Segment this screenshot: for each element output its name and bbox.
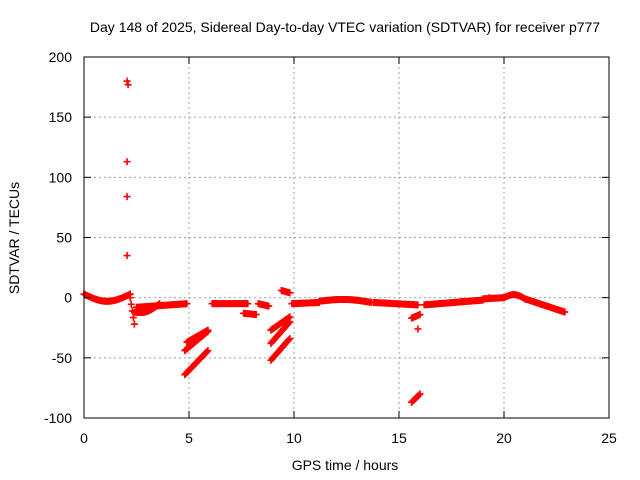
data-point <box>286 289 294 297</box>
x-tick-label: 20 <box>496 430 512 446</box>
y-tick-label: 50 <box>56 230 72 246</box>
y-axis-label: SDTVAR / TECUs <box>6 182 22 294</box>
data-point <box>203 348 211 356</box>
data-point <box>123 158 131 166</box>
data-point <box>123 77 131 85</box>
data-point <box>285 336 293 344</box>
data-point <box>285 319 293 327</box>
grid-layer <box>84 57 609 418</box>
data-point <box>129 314 137 322</box>
data-point <box>244 300 252 308</box>
y-tick-label: -50 <box>52 350 72 366</box>
y-tick-label: -100 <box>44 410 72 426</box>
data-point <box>127 300 135 308</box>
x-tick-label: 15 <box>391 430 407 446</box>
x-tick-label: 10 <box>286 430 302 446</box>
data-point <box>286 335 294 343</box>
chart-title: Day 148 of 2025, Sidereal Day-to-day VTE… <box>90 19 600 35</box>
data-point <box>252 311 260 319</box>
x-axis-label: GPS time / hours <box>292 457 399 473</box>
data-point <box>416 390 424 398</box>
y-tick-label: 150 <box>49 109 73 125</box>
y-tick-label: 0 <box>64 290 72 306</box>
data-point <box>415 391 423 399</box>
data-point <box>414 301 422 309</box>
data-point <box>204 326 212 334</box>
y-tick-label: 200 <box>49 49 73 65</box>
data-point <box>124 81 132 89</box>
data-point <box>458 297 466 305</box>
data-point <box>183 300 191 308</box>
data-point <box>561 308 569 316</box>
data-point <box>485 294 493 302</box>
x-tick-label: 25 <box>601 430 617 446</box>
data-point <box>265 302 273 310</box>
data-point <box>416 311 424 319</box>
data-point <box>123 193 131 201</box>
x-tick-label: 0 <box>80 430 88 446</box>
data-point <box>126 294 134 302</box>
y-tick-label: 100 <box>49 169 73 185</box>
tick-layer: 0 5 10 15 20 25 200 150 100 50 0 -50 -100 <box>44 49 617 446</box>
data-point <box>286 318 294 326</box>
data-point <box>414 325 422 333</box>
data-layer <box>80 77 569 406</box>
data-point <box>130 320 138 328</box>
x-tick-label: 5 <box>185 430 193 446</box>
data-point <box>123 252 131 260</box>
data-point <box>204 347 212 355</box>
